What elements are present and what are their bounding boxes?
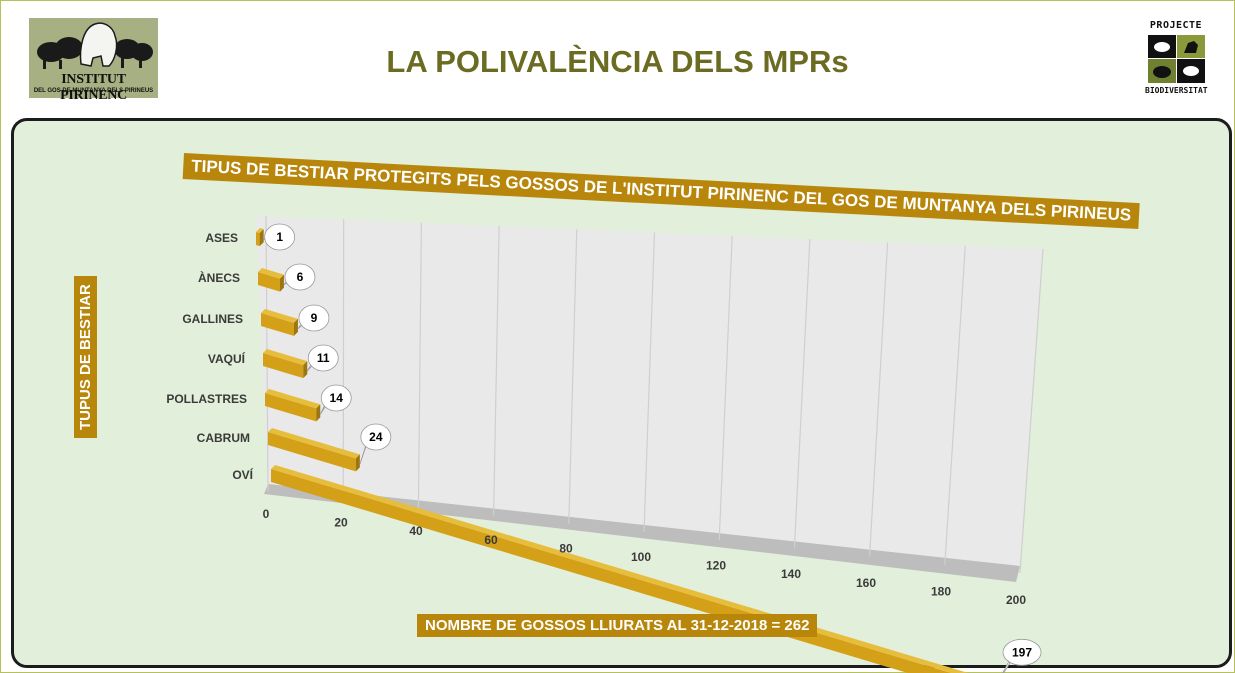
bar-top: [268, 428, 360, 459]
data-label: 1: [276, 230, 283, 244]
category-label: OVÍ: [232, 467, 253, 482]
grid-line: [718, 235, 733, 541]
data-label-bubble: [298, 304, 330, 332]
x-tick-label: 0: [263, 507, 270, 521]
bar: [258, 272, 280, 292]
category-label: CABRUM: [197, 431, 250, 445]
grid-line: [568, 229, 578, 524]
data-label: 11: [317, 351, 330, 365]
data-label-bubble: [307, 344, 339, 372]
data-label: 6: [297, 270, 304, 284]
sheep-dog-silhouette-icon: [37, 22, 153, 69]
data-label: 24: [369, 430, 383, 444]
plot-floor: [264, 484, 1020, 582]
bar-top: [265, 389, 321, 409]
x-tick-label: 40: [409, 524, 423, 538]
data-label: 197: [1012, 645, 1032, 659]
data-label-bubble: [264, 223, 296, 251]
page-title: LA POLIVALÈNCIA DELS MPRs: [386, 44, 849, 79]
bar-end: [279, 274, 284, 292]
x-tick-label: 120: [706, 559, 726, 573]
category-label: ASES: [205, 231, 238, 245]
bar: [265, 393, 317, 422]
x-tick-label: 100: [631, 550, 651, 564]
grid-line: [493, 225, 500, 516]
bar-end: [293, 318, 298, 336]
category-label: GALLINES: [182, 312, 243, 326]
grid-line: [643, 232, 656, 533]
bar: [256, 232, 260, 247]
data-label-bubble: [284, 263, 316, 291]
y-axis-label: TUPUS DE BESTIAR: [74, 276, 97, 438]
logo-right-bottom-text: BIODIVERSITAT: [1145, 86, 1208, 95]
bar: [263, 353, 304, 379]
category-labels: ASES ÀNECS GALLINES VAQUÍ POLLASTRES CABRUM OV…: [166, 231, 253, 482]
category-label: ÀNECS: [198, 270, 240, 285]
bar-end: [355, 454, 360, 472]
grid-line: [793, 239, 811, 549]
grid-line: [944, 245, 966, 565]
data-label: 14: [330, 391, 344, 405]
category-label: VAQUÍ: [208, 351, 246, 366]
institut-pirinenc-logo: INSTITUT PIRINENC DEL GOS DE MUNTANYA DE…: [29, 18, 158, 103]
bar-end: [303, 361, 308, 379]
x-tick-label: 80: [559, 541, 573, 555]
data-labels: 1 6 9 11 14 24 197: [262, 223, 1042, 673]
x-tick-labels: 0 20 40 60 80 100 120 140 160 180 200: [263, 507, 1027, 607]
bar-top: [261, 309, 298, 323]
bar-top: [258, 268, 284, 279]
x-tick-label: 160: [856, 576, 876, 590]
x-tick-label: 200: [1006, 593, 1026, 607]
x-tick-label: 20: [334, 516, 348, 530]
bar-end: [259, 229, 264, 247]
grid-line: [417, 222, 422, 508]
grid-line: [1019, 248, 1044, 574]
category-label: POLLASTRES: [166, 392, 247, 406]
plot-wall: [256, 216, 1043, 573]
x-tick-label: 60: [484, 533, 498, 547]
logo-right-top-text: PROJECTE: [1149, 20, 1203, 31]
plot-background: [256, 216, 1043, 582]
data-label-bubble: [320, 384, 352, 412]
logo-left-name: INSTITUT PIRINENC: [60, 72, 127, 103]
bar-end: [316, 404, 321, 422]
bar: [268, 432, 356, 472]
bar-top: [263, 349, 308, 366]
grid-line: [869, 242, 889, 557]
bar-top: [256, 228, 264, 234]
x-tick-label: 140: [781, 567, 801, 581]
projecte-biodiversitat-logo: PROJECTE BIODIVERSITAT: [1145, 20, 1208, 98]
logo-left-tagline: DEL GOS DE MUNTANYA DELS PIRINEUS: [33, 88, 154, 94]
data-label: 9: [311, 311, 318, 325]
bar: [261, 313, 294, 336]
data-label-bubble: [360, 423, 392, 451]
data-label-bubble: [1002, 638, 1042, 666]
animal-grid-icon: [1148, 35, 1205, 83]
x-axis-label: NOMBRE DE GOSSOS LLIURATS AL 31-12-2018 …: [417, 614, 818, 637]
x-tick-label: 180: [931, 584, 951, 598]
